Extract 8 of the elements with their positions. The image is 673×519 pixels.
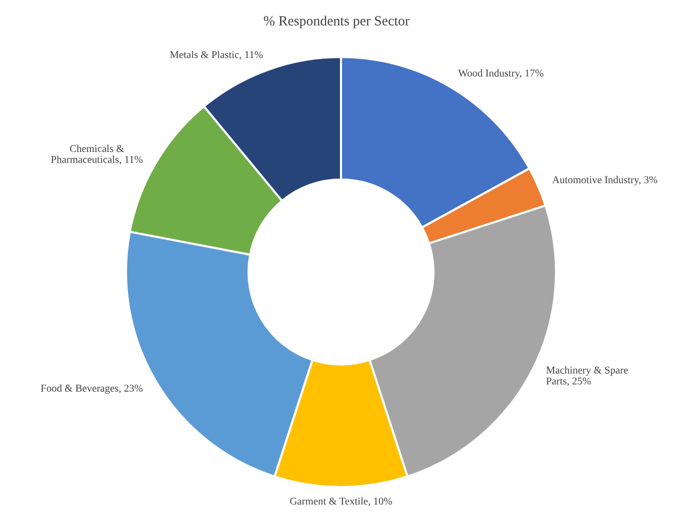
slice-label: Chemicals & Pharmaceuticals, 11% — [51, 144, 143, 164]
chart-title: % Respondents per Sector — [264, 16, 410, 28]
slice-label: Automotive Industry, 3% — [552, 176, 658, 186]
slice-label: Machinery & Spare Parts, 25% — [546, 366, 628, 386]
slice-label: Garment & Textile, 10% — [290, 497, 392, 506]
slice-label: Wood Industry, 17% — [458, 69, 544, 79]
slice-label: Food & Beverages, 23% — [40, 384, 143, 394]
slice-label: Metals & Plastic, 11% — [170, 50, 263, 60]
